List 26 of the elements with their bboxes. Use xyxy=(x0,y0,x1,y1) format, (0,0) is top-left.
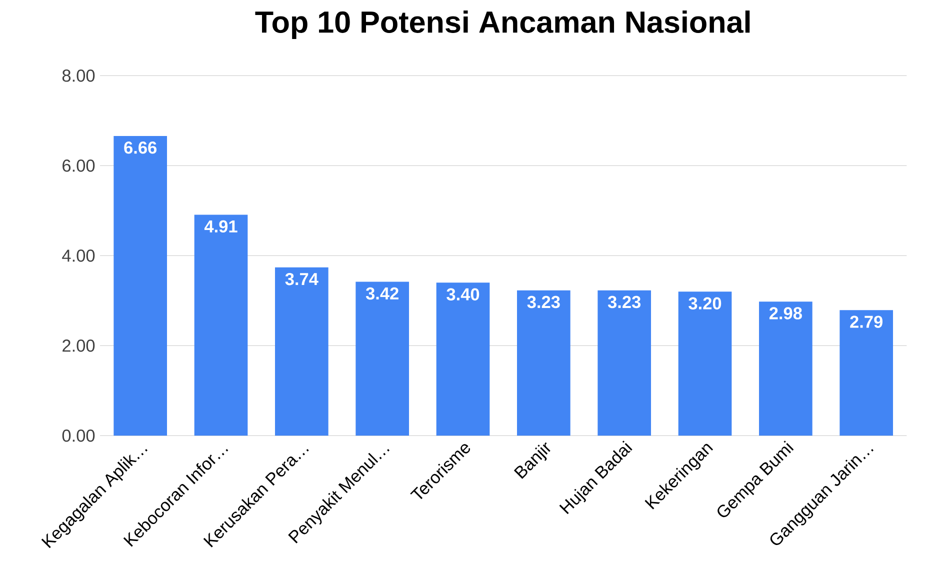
y-tick-label: 4.00 xyxy=(62,250,95,262)
y-tick-label: 0.00 xyxy=(62,430,95,442)
bar xyxy=(840,310,894,436)
data-label: 3.42 xyxy=(366,287,398,300)
data-label: 3.23 xyxy=(527,296,560,308)
data-label: 2.79 xyxy=(850,316,882,328)
data-label: 2.98 xyxy=(769,307,802,320)
y-tick-label: 8.00 xyxy=(62,70,95,82)
y-tick-label: 2.00 xyxy=(62,340,95,352)
y-tick-label: 6.00 xyxy=(62,160,95,172)
bar xyxy=(356,282,410,436)
data-label: 3.74 xyxy=(285,272,318,286)
bar xyxy=(194,214,248,436)
bar xyxy=(517,290,570,436)
bar xyxy=(759,302,812,436)
data-label: 6.66 xyxy=(124,142,157,154)
bar xyxy=(678,292,732,436)
bar xyxy=(275,267,328,436)
data-label: 4.91 xyxy=(204,220,238,233)
data-label: 3.40 xyxy=(446,288,480,300)
bar xyxy=(114,136,167,436)
data-label: 3.23 xyxy=(608,296,641,308)
data-label: 3.20 xyxy=(688,297,722,310)
bar xyxy=(598,290,652,436)
bar xyxy=(436,282,490,436)
chart-title: Top 10 Potensi Ancaman Nasional xyxy=(255,10,750,39)
